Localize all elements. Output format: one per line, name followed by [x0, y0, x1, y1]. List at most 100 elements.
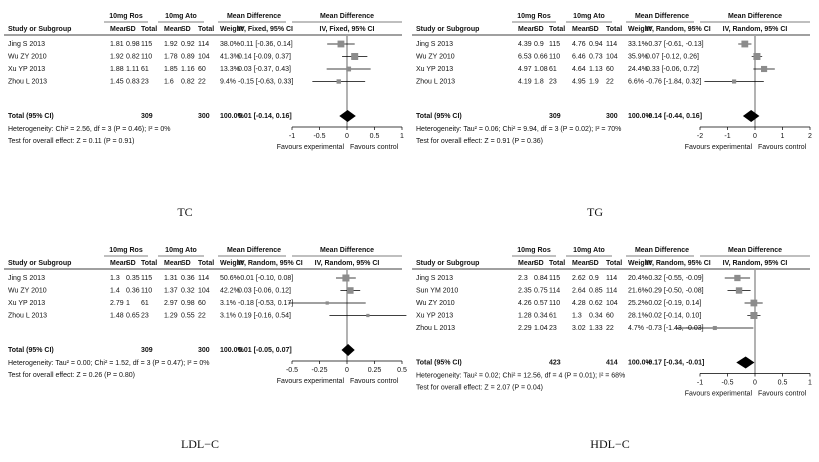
forest-plot: 10mg Ros 10mg Ato Mean Difference Mean Diff… — [4, 247, 407, 385]
table-cell: 60 — [606, 66, 614, 73]
column-header: Total — [141, 260, 157, 267]
table-cell: 110 — [141, 287, 152, 294]
table-cell: 4.26 — [518, 300, 532, 307]
overall-effect: Test for overall effect: Z = 0.11 (P = 0… — [8, 138, 134, 145]
total-weight: 100.0% — [628, 113, 653, 120]
effect-square — [741, 40, 749, 48]
table-cell: 6.53 — [518, 53, 532, 60]
total-cell: 300 — [606, 113, 618, 120]
table-cell: 0.84 — [534, 275, 548, 282]
table-cell: 1.04 — [534, 325, 548, 332]
table-cell: 1.13 — [589, 66, 603, 73]
total-weight: 100.0% — [628, 359, 653, 366]
weight: 28.1% — [628, 312, 648, 319]
study-name: Xu YP 2013 — [416, 312, 453, 319]
table-cell: 115 — [141, 41, 152, 48]
total-diamond — [341, 344, 355, 356]
group-header: Mean Difference — [635, 247, 689, 254]
table-cell: 4.97 — [518, 66, 532, 73]
column-header: Study or Subgroup — [416, 260, 479, 267]
total-cell: 423 — [549, 359, 561, 366]
table-cell: 104 — [606, 53, 618, 60]
x-tick-label: 0 — [345, 133, 349, 140]
table-cell: 22 — [606, 325, 614, 332]
group-header: 10mg Ato — [165, 247, 197, 254]
heterogeneity: Heterogeneity: Chi² = 2.56, df = 3 (P = … — [8, 126, 171, 133]
weight: 3.1% — [220, 300, 236, 307]
table-cell: 0.85 — [589, 287, 603, 294]
weight: 6.6% — [628, 78, 644, 85]
table-cell: 115 — [549, 275, 560, 282]
total-effect-label: -0.14 [-0.44, 0.16] — [646, 113, 702, 120]
table-cell: 115 — [141, 275, 152, 282]
effect-label: -0.76 [-1.84, 0.32] — [646, 78, 701, 85]
table-cell: 1.92 — [110, 53, 124, 60]
table-cell: 1.28 — [518, 312, 532, 319]
effect-label: -0.37 [-0.61, -0.13] — [646, 41, 704, 48]
table-cell: 0.66 — [534, 53, 548, 60]
table-cell: 0.98 — [126, 41, 140, 48]
effect-label: -0.29 [-0.50, -0.08] — [646, 287, 704, 294]
table-cell: 2.35 — [518, 287, 532, 294]
effect-square — [734, 274, 741, 282]
table-cell: 1.4 — [110, 287, 120, 294]
study-name: Wu ZY 2010 — [8, 287, 47, 294]
weight: 41.3% — [220, 53, 240, 60]
favours-left: Favours experimental — [685, 144, 753, 151]
table-cell: 114 — [549, 287, 560, 294]
effect-label: -0.73 [-1.43, -0.03] — [646, 325, 704, 332]
table-cell: 0.82 — [181, 78, 195, 85]
study-name: Zhou L 2013 — [8, 312, 47, 319]
table-cell: 114 — [606, 275, 617, 282]
weight: 21.6% — [628, 287, 648, 294]
column-header: Mean — [110, 26, 128, 33]
forest-plot: 10mg Ros 10mg Ato Mean Difference Mean Diff… — [412, 247, 812, 397]
column-header: Total — [198, 26, 214, 33]
table-cell: 0.83 — [126, 78, 140, 85]
table-cell: 104 — [606, 300, 618, 307]
table-cell: 1.3 — [572, 312, 582, 319]
x-tick-label: 1 — [400, 133, 404, 140]
effect-square — [712, 325, 717, 331]
group-header: 10mg Ros — [517, 13, 551, 20]
table-cell: 61 — [549, 66, 557, 73]
column-header: Weight — [220, 26, 244, 33]
table-cell: 2.29 — [518, 325, 532, 332]
effect-label: 0.14 [-0.09, 0.37] — [238, 53, 291, 60]
table-cell: 3.02 — [572, 325, 586, 332]
table-cell: 60 — [198, 66, 206, 73]
column-header: Mean — [110, 260, 128, 267]
table-cell: 0.36 — [181, 275, 195, 282]
favours-right: Favours control — [350, 144, 399, 151]
column-header: Mean — [518, 260, 536, 267]
table-cell: 1.11 — [126, 66, 139, 73]
effect-square — [325, 301, 329, 305]
effect-label: -0.02 [-0.19, 0.14] — [646, 300, 701, 307]
favours-left: Favours experimental — [277, 144, 345, 151]
group-header: 10mg Ros — [109, 13, 143, 20]
column-header: IV, Random, 95% CI — [646, 260, 711, 267]
column-header: Total — [549, 26, 565, 33]
column-header: SD — [126, 26, 136, 33]
study-name: Jing S 2013 — [416, 275, 453, 282]
table-cell: 104 — [198, 53, 210, 60]
group-header: Mean Difference — [635, 13, 689, 20]
group-header: Mean Difference — [728, 247, 782, 254]
total-cell: 300 — [198, 347, 210, 354]
x-tick-label: 0.5 — [370, 133, 380, 140]
total-name: Total (95% CI) — [416, 359, 462, 366]
table-cell: 115 — [549, 41, 560, 48]
column-header: SD — [589, 26, 599, 33]
table-cell: 0.55 — [181, 312, 195, 319]
table-cell: 61 — [549, 312, 557, 319]
table-cell: 1.6 — [164, 78, 174, 85]
table-cell: 22 — [606, 78, 614, 85]
table-cell: 0.75 — [534, 287, 548, 294]
x-tick-label: -0.5 — [286, 367, 298, 374]
table-cell: 23 — [549, 78, 557, 85]
column-header: Total — [606, 26, 622, 33]
column-header: Total — [198, 260, 214, 267]
study-name: Jing S 2013 — [8, 41, 45, 48]
table-cell: 114 — [606, 287, 617, 294]
group-header: Mean Difference — [320, 13, 374, 20]
